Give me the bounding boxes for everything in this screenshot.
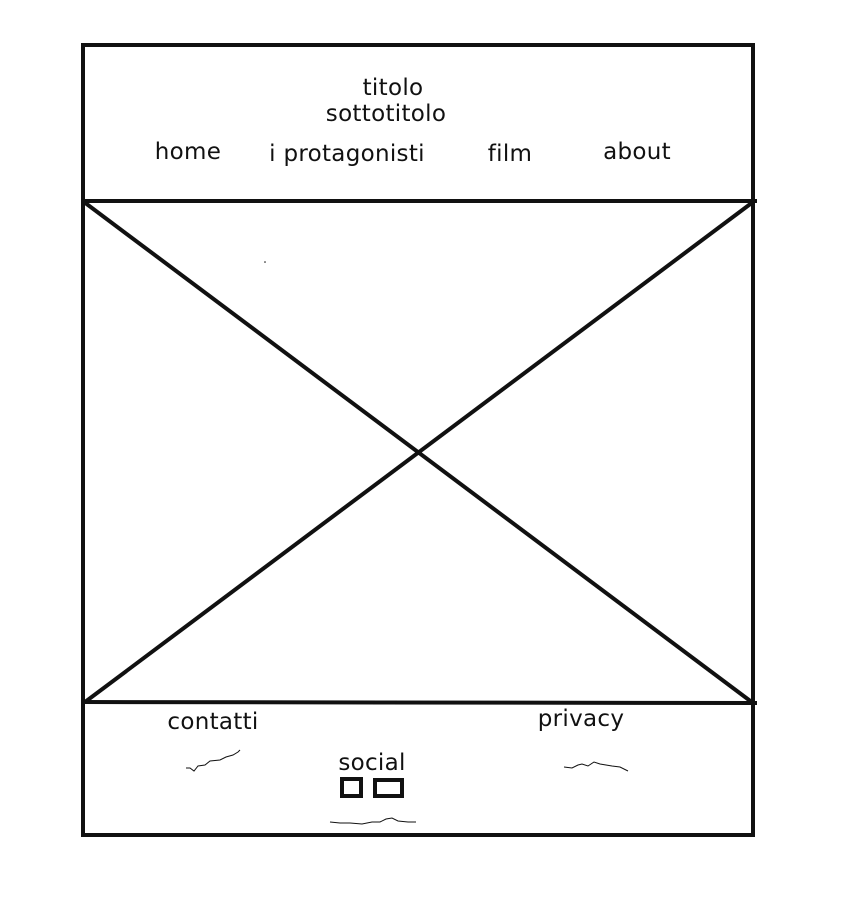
footer-divider: [82, 700, 758, 705]
placeholder-diagonal-2: [83, 200, 755, 704]
contatti-scribble: [186, 749, 241, 772]
social-icon[interactable]: [340, 777, 363, 798]
social-icon[interactable]: [373, 778, 404, 798]
privacy-scribble: [563, 761, 629, 772]
stray-dot: [264, 261, 266, 263]
nav-item-protagonists[interactable]: i protagonisti: [269, 141, 425, 167]
footer-link-contacts[interactable]: contatti: [167, 709, 259, 735]
page-border: [81, 43, 755, 837]
footer-social-label: social: [338, 750, 406, 776]
nav-item-film[interactable]: film: [487, 141, 533, 167]
nav-item-home[interactable]: home: [154, 139, 222, 165]
image-placeholder: [82, 200, 755, 705]
site-title: titolo: [362, 75, 424, 101]
nav-item-about[interactable]: about: [603, 139, 671, 165]
site-subtitle: sottotitolo: [325, 101, 447, 127]
social-scribble: [329, 817, 416, 825]
footer-link-privacy[interactable]: privacy: [537, 706, 625, 732]
